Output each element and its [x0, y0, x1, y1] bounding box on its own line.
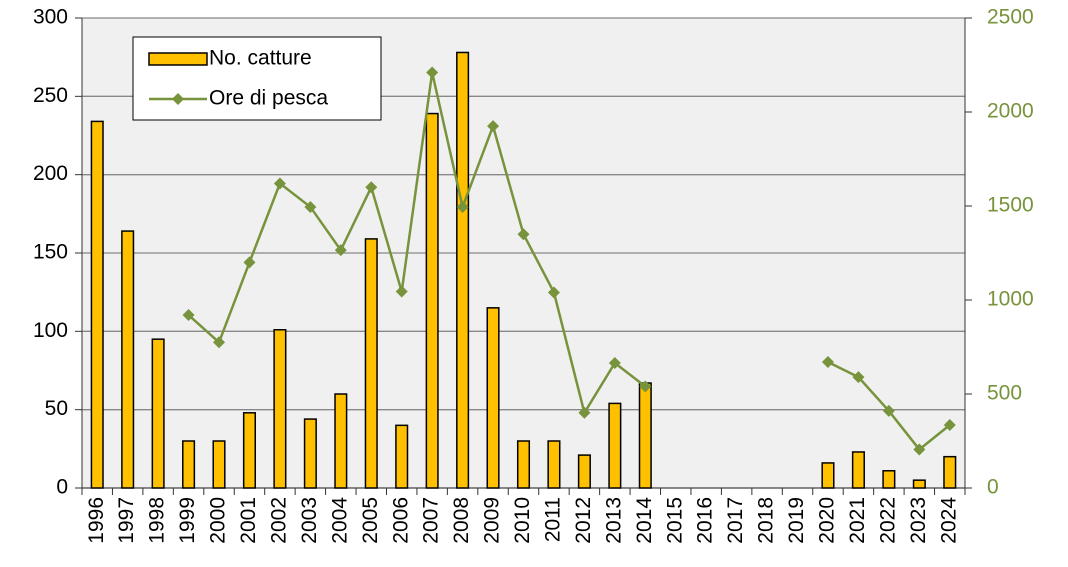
bar	[912, 479, 926, 489]
x-tick-label: 2015	[663, 497, 686, 544]
bar	[608, 402, 622, 489]
x-tick-label: 2012	[572, 497, 595, 544]
bar	[242, 412, 257, 489]
line-marker	[578, 406, 591, 419]
line-marker	[243, 256, 256, 269]
bar	[182, 440, 196, 489]
line-marker	[395, 285, 408, 298]
bar	[547, 440, 561, 489]
y2-tick-label: 500	[987, 382, 1022, 405]
x-tick-label: 2005	[359, 497, 382, 544]
x-tick-label: 2017	[724, 497, 747, 544]
legend-label: No. catture	[209, 47, 312, 70]
bar	[516, 440, 531, 489]
x-tick-label: 1996	[85, 497, 108, 544]
line-marker	[821, 356, 834, 369]
y-tick-label: 150	[33, 241, 68, 264]
x-tick-label: 2016	[694, 497, 717, 544]
y-tick-label: 250	[33, 84, 68, 107]
bar	[882, 470, 896, 489]
x-tick-label: 2020	[816, 497, 839, 544]
legend-marker	[172, 93, 184, 105]
bar	[638, 382, 652, 489]
x-tick-label: 2000	[207, 497, 230, 544]
y-tick-label: 0	[56, 476, 68, 499]
legend-swatch	[148, 52, 208, 66]
x-tick-label: 2003	[298, 497, 321, 544]
y-tick-label: 50	[45, 397, 68, 420]
bar	[486, 307, 500, 489]
x-tick-label: 2009	[481, 497, 504, 544]
line-marker	[273, 177, 286, 190]
line-marker	[487, 120, 500, 133]
legend-box	[132, 36, 382, 121]
y-tick-label: 200	[33, 162, 68, 185]
bar	[334, 393, 348, 489]
bar	[212, 440, 226, 489]
bar	[303, 418, 317, 489]
x-tick-label: 2019	[785, 497, 808, 544]
line-marker	[426, 66, 439, 79]
x-tick-label: 2018	[755, 497, 778, 544]
y2-tick-label: 0	[987, 476, 999, 499]
x-tick-label: 2022	[876, 497, 899, 544]
bar	[577, 454, 591, 489]
x-tick-label: 1999	[176, 497, 199, 544]
bar	[425, 112, 439, 489]
line-marker	[334, 244, 347, 257]
y-tick-label: 100	[33, 319, 68, 342]
bar	[151, 338, 165, 489]
line-marker	[547, 286, 560, 299]
x-tick-label: 2001	[237, 497, 260, 544]
x-tick-label: 2002	[267, 497, 290, 544]
bar	[273, 329, 287, 489]
line-marker	[943, 419, 956, 432]
x-tick-label: 2004	[328, 497, 351, 544]
line-marker	[639, 380, 652, 393]
bar	[943, 455, 957, 489]
legend-label: Ore di pesca	[209, 87, 328, 110]
y2-tick-label: 1500	[987, 194, 1034, 217]
x-tick-label: 2008	[450, 497, 473, 544]
x-tick-label: 1997	[115, 497, 138, 544]
bar	[395, 424, 409, 489]
x-tick-label: 2010	[511, 497, 534, 544]
bar	[456, 51, 470, 489]
x-tick-label: 2024	[937, 497, 960, 544]
line-marker	[456, 200, 469, 213]
x-tick-label: 2007	[420, 497, 443, 544]
x-tick-label: 2011	[541, 497, 564, 542]
x-tick-label: 2013	[602, 497, 625, 544]
bar	[851, 451, 865, 489]
x-tick-label: 2021	[846, 497, 869, 544]
y2-tick-label: 2500	[987, 6, 1034, 29]
line-marker	[852, 371, 865, 384]
line-marker	[608, 356, 621, 369]
y-tick-label: 300	[33, 6, 68, 29]
x-tick-label: 2023	[907, 497, 930, 544]
bar	[121, 230, 135, 489]
line-marker	[882, 404, 895, 417]
y2-tick-label: 1000	[987, 288, 1034, 311]
line-marker	[182, 309, 195, 322]
line-marker	[913, 443, 926, 456]
line-marker	[304, 200, 317, 213]
bar	[90, 120, 104, 489]
line-marker	[365, 181, 378, 194]
y2-tick-label: 2000	[987, 100, 1034, 123]
bar	[364, 238, 378, 489]
line-marker	[517, 228, 530, 241]
x-tick-label: 2006	[389, 497, 412, 544]
bar	[821, 462, 835, 489]
x-tick-label: 1998	[146, 497, 169, 544]
line-marker	[213, 336, 226, 349]
x-tick-label: 2014	[633, 497, 656, 544]
